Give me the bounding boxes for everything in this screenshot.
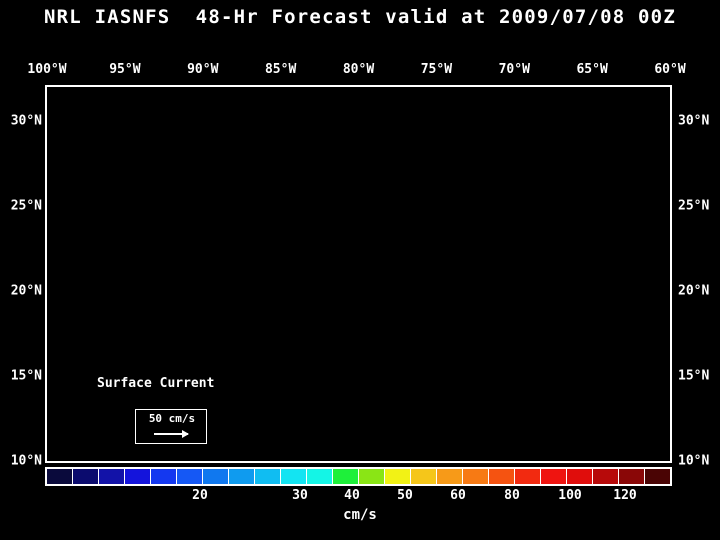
colorbar-tick-100: 100 xyxy=(558,488,582,503)
lon-tick-65W: 65°W xyxy=(576,62,608,77)
colorbar-swatch-3 xyxy=(125,469,151,484)
lon-tick-85W: 85°W xyxy=(264,62,297,77)
vector-scale-box: 50 cm/s xyxy=(135,409,207,444)
lon-tick-95W: 95°W xyxy=(109,62,141,77)
lat-tick-left-30N: 30°N xyxy=(10,113,42,129)
colorbar-swatch-1 xyxy=(73,469,99,484)
colorbar-swatch-19 xyxy=(541,469,567,484)
colorbar-swatch-7 xyxy=(229,469,255,484)
colorbar-swatch-22 xyxy=(619,469,645,484)
colorbar-swatch-5 xyxy=(177,469,203,484)
lat-tick-left-15N: 15°N xyxy=(10,368,42,384)
lon-tick-90W: 90°W xyxy=(187,62,219,77)
lat-tick-left-10N: 10°N xyxy=(10,453,42,469)
colorbar-unit-label: cm/s xyxy=(343,507,377,523)
colorbar-swatch-14 xyxy=(411,469,437,484)
colorbar[interactable] xyxy=(45,467,672,486)
colorbar-swatch-23 xyxy=(645,469,670,484)
map-frame[interactable] xyxy=(45,85,672,463)
lat-tick-right-25N: 25°N xyxy=(678,198,710,214)
colorbar-swatch-8 xyxy=(255,469,281,484)
colorbar-swatch-20 xyxy=(567,469,593,484)
lat-tick-right-30N: 30°N xyxy=(678,113,710,129)
lon-tick-100W: 100°W xyxy=(27,62,67,77)
colorbar-swatch-15 xyxy=(437,469,463,484)
colorbar-swatch-12 xyxy=(359,469,385,484)
colorbar-swatch-6 xyxy=(203,469,229,484)
colorbar-tick-50: 50 xyxy=(397,488,413,503)
vector-scale-arrow-icon xyxy=(154,430,189,438)
colorbar-swatch-10 xyxy=(307,469,333,484)
vector-scale-value: 50 cm/s xyxy=(148,412,196,425)
colorbar-swatch-9 xyxy=(281,469,307,484)
colorbar-swatch-21 xyxy=(593,469,619,484)
lat-tick-right-20N: 20°N xyxy=(678,283,710,299)
surface-current-legend-title: Surface Current xyxy=(97,376,215,391)
lon-tick-60W: 60°W xyxy=(654,62,686,77)
lat-tick-right-15N: 15°N xyxy=(678,368,710,384)
colorbar-swatch-17 xyxy=(489,469,515,484)
colorbar-tick-60: 60 xyxy=(450,488,466,503)
lat-tick-left-25N: 25°N xyxy=(10,198,42,214)
lon-tick-80W: 80°W xyxy=(342,62,375,77)
lat-tick-left-20N: 20°N xyxy=(10,283,42,299)
colorbar-tick-120: 120 xyxy=(613,488,637,503)
map-gridlines-and-coastlines xyxy=(47,87,670,461)
page-title: NRL IASNFS 48-Hr Forecast valid at 2009/… xyxy=(44,6,676,28)
colorbar-swatch-11 xyxy=(333,469,359,484)
lon-tick-75W: 75°W xyxy=(420,62,453,77)
colorbar-swatch-18 xyxy=(515,469,541,484)
colorbar-swatch-4 xyxy=(151,469,177,484)
colorbar-swatch-16 xyxy=(463,469,489,484)
colorbar-tick-30: 30 xyxy=(292,488,308,503)
colorbar-swatch-0 xyxy=(47,469,73,484)
colorbar-tick-80: 80 xyxy=(504,488,520,503)
lon-tick-70W: 70°W xyxy=(498,62,530,77)
lat-tick-right-10N: 10°N xyxy=(678,453,710,469)
colorbar-swatch-2 xyxy=(99,469,125,484)
colorbar-tick-40: 40 xyxy=(344,488,360,503)
colorbar-tick-20: 20 xyxy=(192,488,208,503)
colorbar-swatch-13 xyxy=(385,469,411,484)
